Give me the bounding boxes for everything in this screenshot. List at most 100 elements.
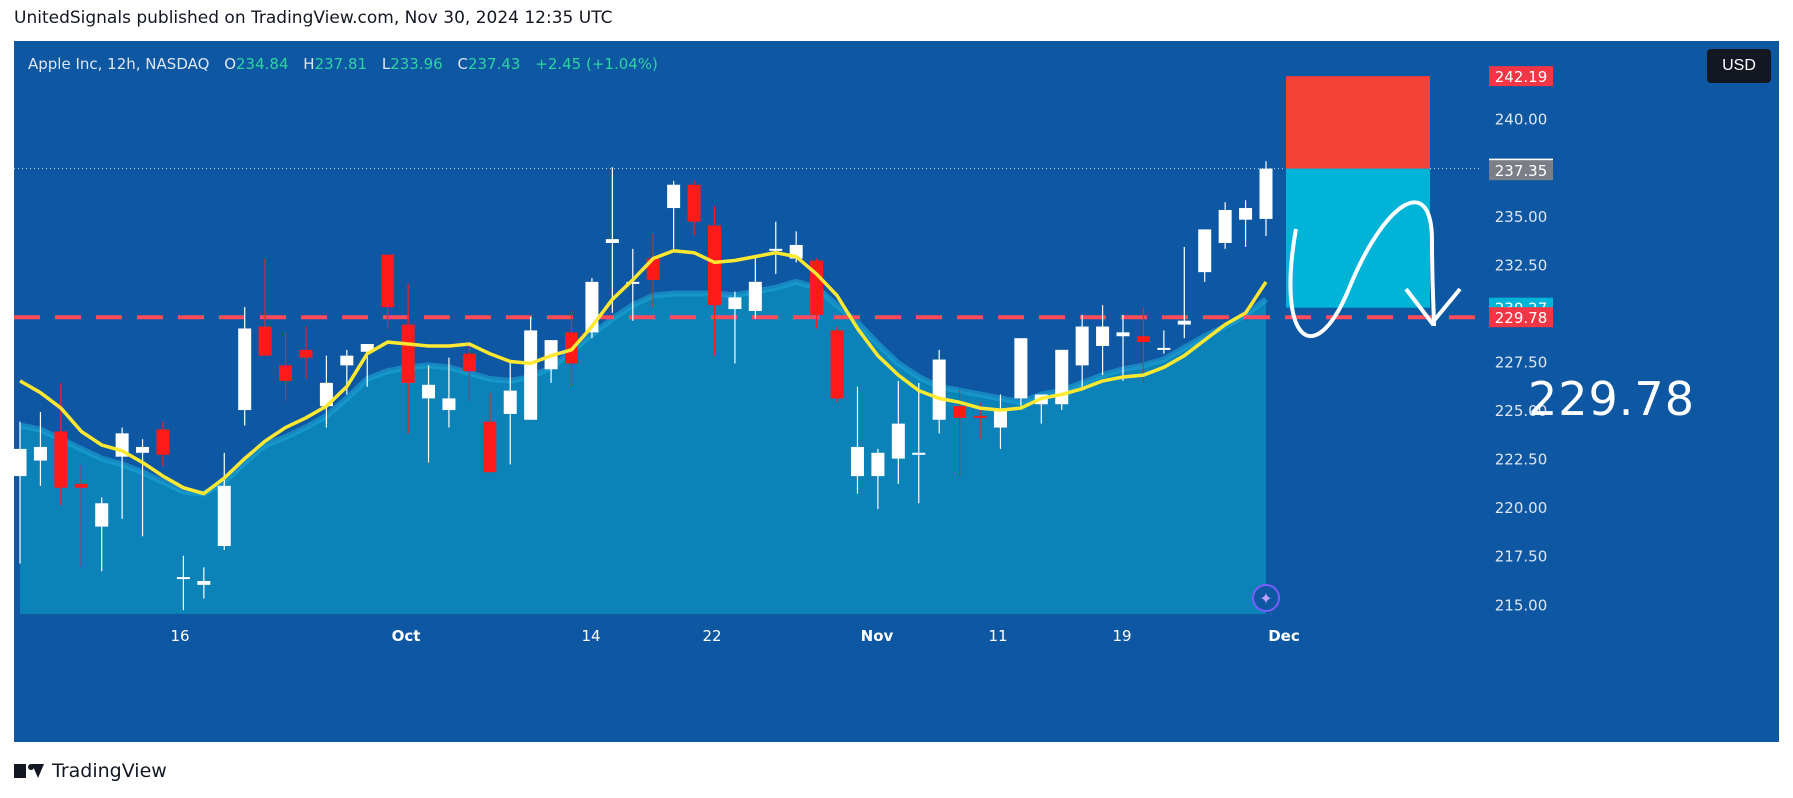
- price-axis-tick: 232.50: [1495, 256, 1548, 274]
- time-axis-tick: 22: [702, 627, 721, 645]
- price-axis-tick: 222.50: [1495, 451, 1548, 469]
- candle-body: [319, 382, 333, 407]
- candle-body: [1218, 209, 1232, 244]
- candle-body: [33, 446, 47, 461]
- candle-body: [1157, 347, 1171, 350]
- candle-body: [524, 330, 538, 420]
- price-tag-bg: [1489, 307, 1553, 328]
- candle-body: [830, 330, 844, 399]
- candle-body: [1055, 349, 1069, 405]
- price-axis-tick: 240.00: [1495, 111, 1548, 129]
- candle-body: [340, 355, 354, 366]
- tradingview-footer: TradingView: [14, 760, 167, 782]
- chart-area[interactable]: 242.19240.00237.43237.35235.00232.50230.…: [14, 41, 1779, 742]
- price-axis: [1479, 41, 1779, 742]
- candle-body: [1136, 336, 1150, 343]
- price-tag-bg: [1489, 160, 1553, 181]
- candle-body: [238, 328, 252, 411]
- candle-body: [667, 184, 681, 209]
- candle-body: [912, 452, 926, 455]
- stop-loss-zone: [1286, 76, 1430, 169]
- candle-body: [422, 384, 436, 399]
- candle-body: [258, 326, 272, 356]
- candle-body: [932, 359, 946, 420]
- candle-body: [728, 297, 742, 310]
- price-tag: 237.35: [1495, 162, 1548, 180]
- high-value: 237.81: [314, 55, 368, 73]
- sparkle-icon-glyph: ✦: [1259, 591, 1272, 608]
- candle-body: [360, 344, 374, 352]
- price-tag: 229.78: [1495, 309, 1548, 327]
- candle-body: [1116, 332, 1130, 337]
- candle-body: [605, 239, 619, 244]
- candle-body: [748, 281, 762, 311]
- candle-body: [871, 452, 885, 477]
- open-key: O: [224, 55, 236, 73]
- time-axis-tick: 14: [581, 627, 600, 645]
- candle-body: [74, 483, 88, 488]
- candle-body: [54, 431, 68, 488]
- candle-body: [381, 254, 395, 308]
- time-axis-tick: Dec: [1268, 627, 1300, 645]
- candle-body: [687, 184, 701, 222]
- candle-body: [462, 353, 476, 372]
- candle-body: [993, 410, 1007, 428]
- candle-body: [217, 485, 231, 547]
- price-tag-bg: [1489, 66, 1553, 87]
- time-axis: [14, 614, 1479, 742]
- candle-body: [769, 248, 783, 251]
- open-value: 234.84: [236, 55, 289, 73]
- take-profit-zone: [1286, 168, 1430, 308]
- candle-body: [483, 421, 497, 473]
- target-price-label: 229.78: [1528, 372, 1695, 426]
- candle-body: [1259, 168, 1273, 219]
- time-axis-tick: 16: [170, 627, 189, 645]
- time-axis-tick: 19: [1112, 627, 1131, 645]
- candle-body: [707, 225, 721, 306]
- drawn-curve: [1288, 200, 1436, 339]
- publish-header: UnitedSignals published on TradingView.c…: [14, 8, 613, 28]
- candle-body: [1198, 229, 1212, 273]
- candlestick-chart[interactable]: 242.19240.00237.43237.35235.00232.50230.…: [14, 41, 1779, 742]
- time-axis-tick: Nov: [861, 627, 894, 645]
- tradingview-logo-icon: [14, 762, 44, 780]
- change-value: +2.45 (+1.04%): [535, 55, 658, 73]
- candle-body: [299, 349, 313, 358]
- low-key: L: [381, 55, 391, 73]
- moving-average-line: [19, 249, 1268, 496]
- price-axis-tick: 217.50: [1495, 548, 1548, 566]
- candle-body: [136, 446, 150, 453]
- price-axis-tick: 235.00: [1495, 208, 1548, 226]
- candle-body: [503, 390, 517, 414]
- candle-body: [95, 503, 109, 527]
- price-axis-tick: 225.00: [1495, 402, 1548, 420]
- candle-body: [626, 281, 640, 284]
- candle-body: [279, 365, 293, 381]
- candle-body: [850, 446, 864, 477]
- price-axis-tick: 227.50: [1495, 353, 1548, 371]
- price-tag: 242.19: [1495, 68, 1548, 86]
- price-axis-tick: 215.00: [1495, 596, 1548, 614]
- time-axis-tick: 11: [988, 627, 1007, 645]
- candle-body: [14, 448, 27, 477]
- close-key: C: [457, 55, 468, 73]
- candle-body: [1075, 326, 1089, 366]
- price-axis-tick: 220.00: [1495, 499, 1548, 517]
- currency-button[interactable]: USD: [1707, 49, 1771, 83]
- candle-body: [891, 423, 905, 459]
- candle-body: [1096, 326, 1110, 346]
- candle-body: [1014, 338, 1028, 399]
- close-value: 237.43: [467, 55, 521, 73]
- symbol-name: Apple Inc, 12h, NASDAQ: [28, 55, 210, 73]
- candle-body: [176, 577, 190, 580]
- time-axis-tick: Oct: [392, 627, 421, 645]
- footer-brand: TradingView: [52, 760, 167, 782]
- candle-body: [1177, 320, 1191, 325]
- candle-body: [973, 415, 987, 418]
- candle-body: [156, 429, 170, 455]
- candle-body: [953, 406, 967, 418]
- candle-body: [810, 260, 824, 315]
- candle-body: [401, 324, 415, 383]
- candle-body: [197, 580, 211, 585]
- candle-body: [1239, 208, 1253, 220]
